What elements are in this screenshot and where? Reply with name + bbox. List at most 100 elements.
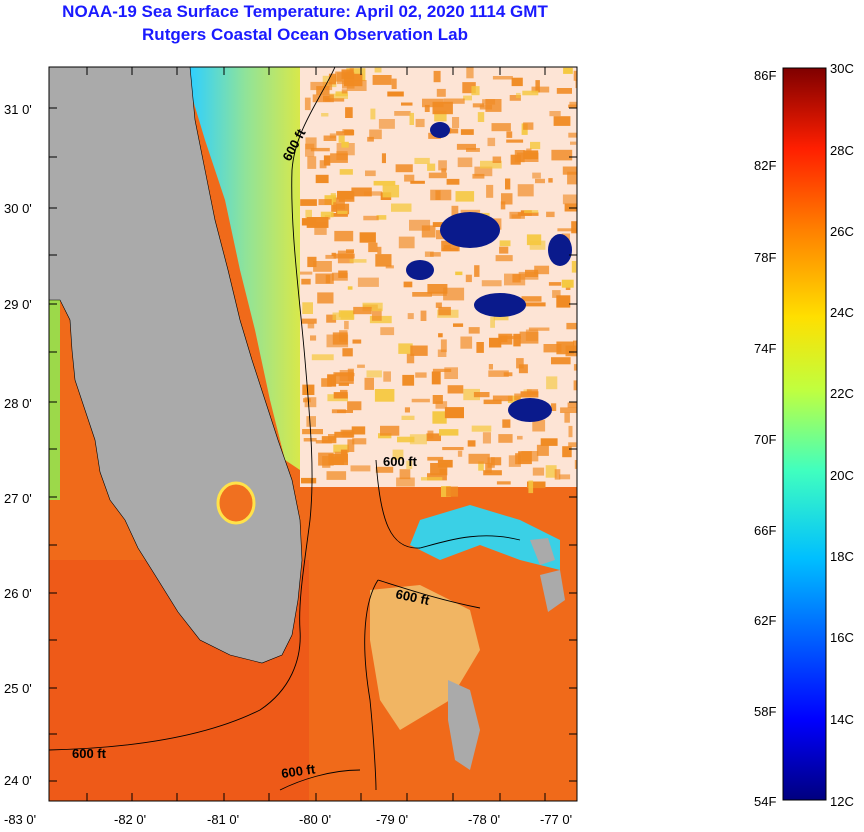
colorbar-f-label: 58F [754, 704, 777, 719]
cloud-speck [394, 111, 411, 116]
cloud-speck [524, 302, 546, 307]
cloud-speck [564, 412, 570, 423]
colorbar-f-label: 70F [754, 432, 777, 447]
cloud-speck [516, 358, 524, 369]
cloud-speck [398, 343, 413, 354]
cloud-speck [328, 434, 336, 441]
cloud-speck [562, 166, 577, 175]
cloud-speck [438, 160, 447, 171]
cloud-speck [424, 104, 430, 112]
cloud-speck [528, 327, 550, 331]
cloud-speck [491, 123, 511, 132]
cloud-speck [410, 345, 428, 356]
cloud-speck [351, 187, 372, 197]
cloud-speck [351, 426, 366, 435]
map-subtitle: Rutgers Coastal Ocean Observation Lab [142, 25, 468, 44]
cloud-speck [568, 442, 577, 448]
cloud-speck [403, 281, 413, 288]
cloud-speck [427, 473, 447, 481]
cloud-speck [318, 199, 332, 206]
colorbar-c-label: 30C [830, 61, 854, 76]
lon-axis: -83 0' -82 0' -81 0' -80 0' -79 0' -78 0… [4, 812, 572, 827]
cloud-speck [340, 429, 354, 435]
cloud-speck [515, 453, 521, 465]
bahamas-bank [410, 505, 560, 570]
colorbar-c-label: 12C [830, 794, 854, 809]
cloud-speck [432, 101, 453, 115]
cloud-speck [380, 327, 395, 336]
cloud-speck [347, 401, 362, 411]
cloud-speck [444, 407, 464, 419]
colorbar-f-label: 74F [754, 341, 777, 356]
cloud-speck [462, 82, 476, 94]
cloud-speck [375, 466, 394, 473]
cloud-speck [504, 273, 526, 286]
cloud-speck [440, 339, 447, 353]
cloud-speck [471, 86, 480, 96]
cloud-speck [404, 407, 410, 413]
cloud-speck [306, 416, 316, 427]
cloud-speck [427, 163, 436, 171]
cloud-speck [331, 409, 346, 414]
cloud-speck [567, 171, 577, 185]
cloud-speck [511, 77, 523, 87]
cloud-speck [485, 99, 502, 112]
cloud-speck [307, 322, 315, 329]
cloud-speck [573, 380, 577, 391]
cloud-speck [548, 178, 553, 183]
cloud-speck [505, 178, 511, 190]
cloud-speck [514, 393, 521, 401]
cloud-speck [432, 222, 448, 227]
cloud-speck [526, 389, 539, 395]
cloud-speck [488, 370, 509, 377]
cloud-speck [340, 449, 348, 460]
cloud-speck [568, 132, 577, 138]
cloud-speck [436, 88, 446, 97]
cloud-speck [367, 136, 374, 142]
cloud-speck [320, 211, 334, 218]
colorbar-c-label: 28C [830, 143, 854, 158]
cloud-speck [430, 291, 447, 296]
cloud-speck [523, 150, 539, 160]
cloud-speck [466, 148, 480, 152]
cloud-speck [471, 425, 492, 432]
cloud-speck [302, 302, 313, 314]
cloud-speck [407, 313, 414, 320]
cloud-speck [568, 425, 573, 438]
cloud-speck [531, 86, 550, 93]
colorbar-c-label: 16C [830, 630, 854, 645]
cloud-speck [342, 129, 354, 133]
cloud-speck [300, 199, 317, 206]
cloud-speck [401, 102, 413, 106]
cloud-speck [457, 157, 473, 168]
colorbar-f-label: 82F [754, 158, 777, 173]
cloud-speck [336, 131, 354, 136]
cloud-speck [415, 372, 427, 378]
colorbar-c-label: 22C [830, 386, 854, 401]
cloud-speck [338, 135, 345, 143]
cloud-speck [543, 344, 562, 353]
cloud-speck [513, 333, 521, 347]
cloud-speck [377, 246, 382, 255]
cloud-speck [381, 153, 386, 164]
cloud-speck [486, 184, 494, 198]
cloud-speck [521, 296, 542, 302]
cloud-speck [561, 279, 574, 288]
cloud-speck [468, 453, 490, 464]
cloud-speck [368, 242, 378, 253]
cloud-speck [364, 377, 374, 390]
cloud-speck [514, 150, 525, 163]
cloud-speck [474, 166, 493, 177]
contour-label: 600 ft [280, 761, 316, 781]
cloud-speck [310, 81, 333, 91]
cloud-speck [530, 141, 541, 150]
cloud-speck [424, 251, 434, 257]
cloud-speck [325, 98, 345, 102]
cloud-speck [560, 407, 577, 413]
cloud-speck [338, 310, 354, 318]
cloud-speck [487, 137, 496, 147]
colorbar-c-label: 18C [830, 549, 854, 564]
cloud-speck [330, 456, 344, 465]
cloud-speck [500, 201, 506, 210]
cloud-speck [315, 273, 334, 284]
